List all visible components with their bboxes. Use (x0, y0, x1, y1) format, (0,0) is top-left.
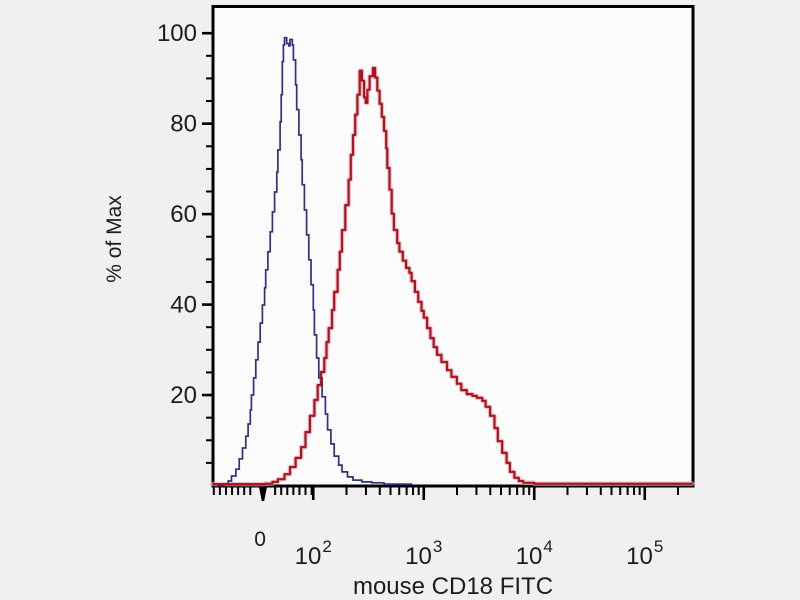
x-axis-major-ticks (311, 487, 647, 500)
y-axis-minor-ticks (206, 54, 212, 464)
y-axis-major-ticks (202, 31, 212, 397)
y-tick-label: 20 (170, 382, 197, 409)
y-tick-label: 80 (170, 111, 197, 138)
y-tick-label: 60 (170, 201, 197, 228)
y-tick-label: 100 (157, 20, 197, 47)
y-axis-label: % of Max (103, 195, 126, 283)
x-axis-label: mouse CD18 FITC (353, 573, 553, 600)
x-tick-label-power: 102 (295, 537, 332, 570)
red-histogram-curve (212, 66, 693, 486)
plot-background (213, 6, 693, 486)
x-axis-tick-labels: 0 102 103 104 105 (254, 528, 663, 570)
x-axis-zero-tick-marker (258, 487, 267, 501)
x-tick-label-power: 104 (516, 537, 553, 570)
plot-frame (211, 5, 695, 488)
x-axis-minor-ticks (212, 487, 680, 495)
y-axis-tick-labels: 20 40 60 80 100 (157, 20, 197, 409)
x-tick-label-zero: 0 (254, 528, 266, 551)
x-tick-label-power: 105 (626, 537, 663, 570)
y-tick-label: 40 (170, 292, 197, 319)
blue-histogram-curve (217, 36, 413, 487)
x-tick-label-power: 103 (405, 537, 442, 570)
